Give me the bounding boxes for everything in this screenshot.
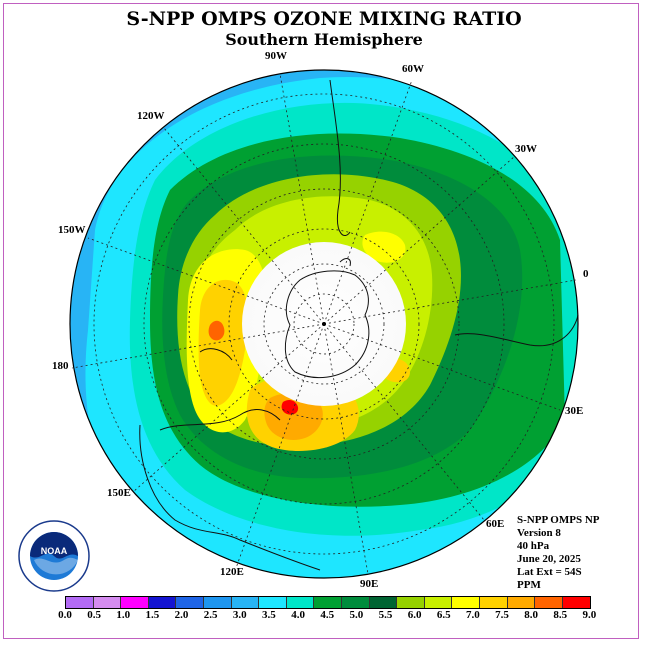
info-pressure: 40 hPa	[517, 540, 550, 552]
color-scale-tick-label: 6.0	[407, 609, 422, 621]
color-scale-swatch	[176, 597, 204, 608]
color-scale-swatch	[286, 597, 315, 608]
color-scale-bar	[65, 596, 592, 609]
color-scale-swatch	[148, 597, 177, 608]
color-scale-tick-label: 5.0	[349, 609, 364, 621]
color-scale-tick-label: 8.5	[553, 609, 568, 621]
color-scale-tick-label: 9.0	[582, 609, 597, 621]
graticule	[71, 73, 577, 575]
lon-label-120w: 120W	[137, 110, 165, 122]
color-scale-swatch	[341, 597, 370, 608]
lon-label-60e: 60E	[486, 518, 505, 530]
color-scale-swatch	[203, 597, 232, 608]
south-pole-marker	[322, 322, 326, 326]
info-panel: S-NPP OMPS NP Version 8 40 hPa June 20, …	[517, 514, 600, 592]
lon-label-0: 0	[583, 268, 589, 280]
color-scale-tick-label: 4.0	[291, 609, 305, 621]
map-title: S-NPP OMPS OZONE MIXING RATIO	[126, 8, 522, 30]
info-instrument: S-NPP OMPS NP	[517, 514, 600, 526]
color-scale-tick-label: 1.0	[116, 609, 131, 621]
africa-coast	[454, 314, 579, 347]
lon-label-90w: 90W	[265, 50, 287, 62]
contour-7.0-7.5-west	[198, 279, 248, 406]
lon-label-30e: 30E	[565, 405, 584, 417]
info-date: June 20, 2025	[517, 553, 581, 565]
color-scale-swatch	[314, 597, 342, 608]
info-lat-extent: Lat Ext = 54S	[517, 566, 582, 578]
color-scale-tick-label: 2.5	[203, 609, 218, 621]
contour-local-max	[208, 320, 225, 341]
color-scale-swatch	[424, 597, 453, 608]
noaa-logo: NOAA	[18, 520, 90, 592]
color-scale-tick-label: 8.0	[524, 609, 538, 621]
lon-label-90e: 90E	[360, 578, 379, 590]
lon-label-180: 180	[52, 360, 69, 372]
color-scale-tick-label: 7.5	[495, 609, 509, 621]
info-version: Version 8	[517, 527, 561, 539]
new-zealand-coast	[199, 348, 233, 361]
color-scale-swatch	[479, 597, 508, 608]
color-scale-tick-label: 0.5	[87, 609, 101, 621]
australia-coast	[159, 409, 281, 431]
south-america-coast	[329, 79, 351, 236]
color-scale-swatch	[452, 597, 480, 608]
color-scale-swatch	[535, 597, 563, 608]
ozone-field	[70, 70, 578, 578]
color-scale-swatch	[562, 597, 591, 608]
antarctica-coast	[284, 270, 370, 379]
logo-text: NOAA	[41, 546, 68, 556]
color-scale-swatch	[93, 597, 122, 608]
color-scale-tick-label: 3.0	[232, 609, 247, 621]
lon-label-120e: 120E	[220, 566, 244, 578]
color-scale-swatch	[66, 597, 94, 608]
color-scale-tick-label: 5.5	[378, 609, 393, 621]
lon-label-150e: 150E	[107, 487, 131, 499]
color-scale-swatch	[507, 597, 536, 608]
map-border	[69, 69, 579, 579]
image-frame	[3, 3, 639, 639]
coastlines	[139, 79, 579, 571]
color-scale-tick-label: 2.0	[174, 609, 189, 621]
color-scale-swatch	[397, 597, 425, 608]
contour-8.0-8.5	[281, 399, 299, 415]
contour-north-patch	[362, 231, 406, 263]
color-scale-tick-label: 0.0	[58, 609, 72, 621]
antarctic-peninsula	[339, 258, 351, 267]
info-units: PPM	[517, 579, 541, 591]
color-scale-swatch	[369, 597, 398, 608]
color-scale-tick-label: 1.5	[145, 609, 160, 621]
color-scale-swatch	[121, 597, 149, 608]
color-scale-swatch	[259, 597, 287, 608]
color-scale-tick-label: 6.5	[436, 609, 451, 621]
color-scale-tick-label: 7.0	[465, 609, 480, 621]
australia-south-coast	[139, 424, 321, 571]
contour-7.5-8.0	[264, 393, 323, 441]
color-scale-swatch	[231, 597, 260, 608]
lon-label-60w: 60W	[402, 63, 424, 75]
color-scale-tick-label: 3.5	[262, 609, 276, 621]
color-scale-tick-label: 4.5	[320, 609, 335, 621]
lon-label-30w: 30W	[515, 143, 537, 155]
lon-label-150w: 150W	[58, 224, 86, 236]
color-scale-ticks: 0.0 0.5 1.0 1.5 2.0 2.5 3.0 3.5 4.0 4.5 5.0 5.5 6.0 6…	[0, 609, 648, 623]
map-subtitle: Southern Hemisphere	[225, 30, 423, 49]
